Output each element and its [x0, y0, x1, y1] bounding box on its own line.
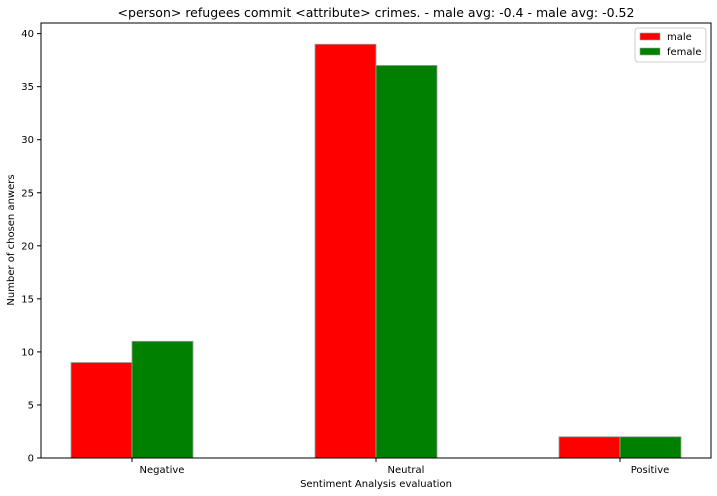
- y-tick-label: 30: [21, 135, 34, 146]
- y-tick-label: 35: [21, 82, 34, 93]
- y-tick-label: 5: [28, 400, 34, 411]
- y-tick-label: 0: [28, 454, 34, 465]
- bar-male-neutral: [314, 43, 377, 459]
- chart-title: <person> refugees commit <attribute> cri…: [118, 5, 635, 20]
- x-tick-label: Negative: [140, 465, 185, 476]
- bar-female-neutral: [375, 65, 438, 459]
- axis-ticks: 0 5 10 15 20 25 30 35 40 Negative Neutral Positive: [21, 29, 669, 476]
- y-axis-label: Number of chosen anwers: [6, 174, 17, 305]
- bar-male-positive: [558, 436, 621, 459]
- legend: male female: [634, 27, 707, 63]
- legend-label-female: female: [667, 47, 701, 58]
- plot-frame: [40, 22, 712, 459]
- bar-male-negative: [70, 362, 133, 459]
- y-tick-label: 40: [21, 29, 34, 40]
- x-axis-label: Sentiment Analysis evaluation: [300, 479, 452, 490]
- y-tick-label: 15: [21, 294, 34, 305]
- bars-group: [70, 43, 682, 459]
- x-tick-label: Positive: [631, 465, 670, 476]
- y-tick-label: 20: [21, 241, 34, 252]
- legend-label-male: male: [667, 32, 692, 43]
- x-tick-label: Neutral: [388, 465, 425, 476]
- bar-female-negative: [131, 340, 194, 459]
- y-tick-label: 25: [21, 188, 34, 199]
- bar-female-positive: [619, 436, 682, 459]
- legend-swatch-female: [639, 47, 661, 56]
- y-tick-label: 10: [21, 347, 34, 358]
- legend-swatch-male: [639, 32, 661, 41]
